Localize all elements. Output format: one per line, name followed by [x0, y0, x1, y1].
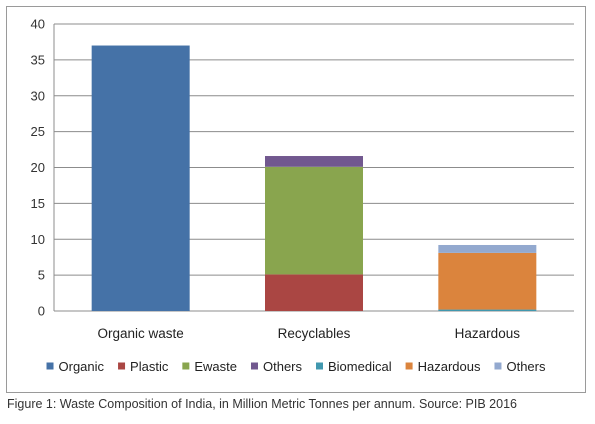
y-tick-label: 0 — [38, 304, 45, 319]
x-category-label: Organic waste — [98, 326, 184, 341]
legend-swatch — [494, 362, 502, 370]
bar-segment-organic — [91, 45, 190, 312]
y-tick-label: 10 — [31, 232, 45, 247]
legend-label: Ewaste — [194, 359, 237, 374]
legend-swatch — [118, 362, 126, 370]
x-category-label: Recyclables — [278, 326, 351, 341]
legend-label: Organic — [59, 359, 105, 374]
bar-segment-hazardous — [438, 252, 537, 310]
chart-frame: 0 5 10 15 20 25 30 35 40 Organic waste Recyclables… — [6, 6, 586, 393]
legend-label: Others — [263, 359, 303, 374]
y-tick-label: 40 — [31, 17, 45, 32]
legend-label: Plastic — [130, 359, 169, 374]
legend-swatch — [405, 362, 413, 370]
legend-swatch — [182, 362, 190, 370]
y-tick-label: 5 — [38, 268, 45, 283]
legend-label: Others — [506, 359, 546, 374]
legend-swatch — [316, 362, 323, 370]
bar-segment-ewaste — [265, 166, 363, 275]
y-tick-label: 25 — [31, 124, 45, 139]
bar-segment-biomedical — [438, 309, 537, 311]
y-tick-label: 35 — [31, 52, 45, 67]
y-tick-label: 30 — [31, 88, 45, 103]
legend-label: Biomedical — [328, 359, 392, 374]
legend-label: Hazardous — [418, 359, 481, 374]
legend-swatch — [46, 362, 54, 370]
y-tick-label: 15 — [31, 196, 45, 211]
figure-caption: Figure 1: Waste Composition of India, in… — [7, 397, 517, 411]
bar-segment-others — [438, 244, 537, 253]
legend-swatch — [250, 362, 258, 370]
x-category-label: Hazardous — [455, 326, 521, 341]
bar-segment-plastic — [265, 274, 363, 311]
stacked-bar-chart: 0 5 10 15 20 25 30 35 40 Organic waste Recyclables… — [31, 17, 574, 374]
y-tick-label: 20 — [31, 160, 45, 175]
bar-segment-others — [265, 156, 363, 167]
